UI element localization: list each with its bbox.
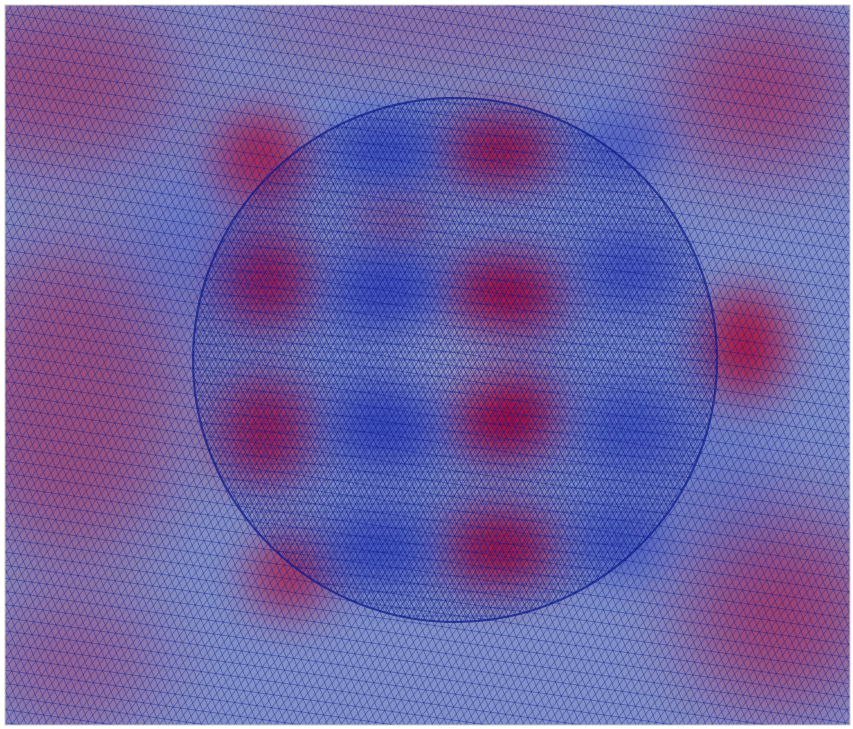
mesh-disc-boundary [191,96,719,624]
viewport-frame [4,4,851,726]
mesh-inner-disc-grid [193,98,717,622]
